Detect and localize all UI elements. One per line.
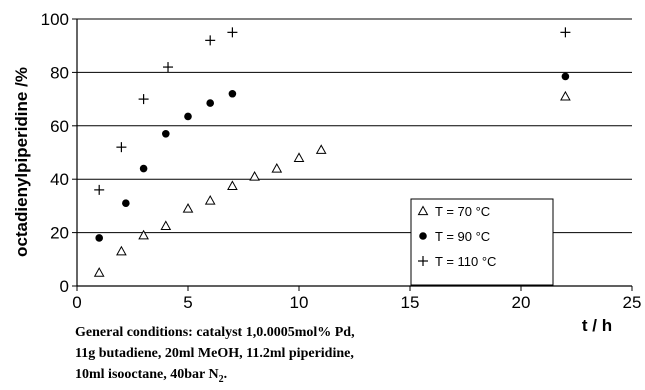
point-triangle-10 (315, 144, 327, 154)
point-plus-0 (94, 184, 105, 195)
legend-label-1: T = 90 °C (435, 229, 490, 244)
tick-labels: 0 20 40 60 80 100 0 5 10 15 20 25 (41, 10, 642, 312)
legend-marker-circle (419, 232, 427, 240)
point-triangle-1 (116, 245, 127, 256)
legend: T = 70 °C T = 90 °C T = 110 °C (410, 198, 554, 286)
caption-subscript: 2 (218, 373, 224, 385)
point-triangle-8 (271, 162, 283, 173)
x-tick-label-0: 0 (72, 293, 81, 312)
y-tick-label-80: 80 (50, 63, 69, 82)
point-triangle-7 (249, 171, 260, 181)
general-conditions-caption: General conditions: catalyst 1,0.0005mol… (75, 322, 405, 390)
point-plus-2 (138, 94, 149, 105)
point-circle-1 (122, 199, 130, 208)
x-tick-label-25: 25 (623, 293, 642, 312)
caption-line-3-text: 10ml isooctane, 40bar N (75, 367, 219, 382)
y-tick-label-40: 40 (50, 170, 69, 189)
point-plus-1 (116, 142, 127, 153)
data-points (93, 27, 571, 277)
x-axis-title: t / h (582, 316, 612, 335)
point-plus-6 (560, 27, 571, 38)
legend-marker-plus (418, 256, 428, 266)
point-circle-5 (206, 99, 214, 107)
y-tick-label-60: 60 (50, 117, 69, 136)
axes (72, 18, 633, 291)
point-triangle-11 (560, 90, 571, 101)
caption-suffix: . (223, 367, 228, 382)
point-circle-2 (139, 164, 148, 173)
y-tick-label-100: 100 (41, 10, 69, 29)
point-triangle-2 (138, 229, 149, 240)
y-axis-title: octadienylpiperidine /% (12, 67, 31, 257)
point-plus-5 (227, 27, 238, 38)
x-tick-label-20: 20 (512, 293, 531, 312)
point-circle-4 (184, 112, 192, 121)
legend-label-2: T = 110 °C (435, 254, 496, 269)
point-circle-3 (162, 130, 170, 138)
x-tick-label-5: 5 (183, 293, 192, 312)
caption-line-1: General conditions: catalyst 1,0.0005mol… (75, 325, 355, 340)
legend-label-0: T = 70 °C (435, 204, 490, 219)
point-triangle-3 (160, 220, 172, 231)
point-triangle-4 (182, 203, 194, 213)
y-tick-label-0: 0 (60, 277, 69, 296)
y-tick-label-20: 20 (50, 224, 69, 243)
x-tick-label-15: 15 (401, 293, 420, 312)
point-triangle-6 (227, 180, 238, 190)
point-circle-6 (228, 89, 237, 98)
caption-line-3: 10ml isooctane, 40bar N2. (75, 364, 405, 390)
point-circle-0 (95, 234, 103, 242)
legend-box (410, 198, 554, 286)
point-triangle-0 (93, 267, 105, 277)
point-plus-4 (205, 35, 216, 46)
legend-marker-triangle (417, 205, 429, 216)
x-tick-label-10: 10 (290, 293, 309, 312)
point-plus-3 (163, 62, 174, 73)
point-circle-7 (561, 72, 570, 81)
point-triangle-5 (204, 195, 216, 205)
caption-line-2: 11g butadiene, 20ml MeOH, 11.2ml piperid… (75, 346, 354, 361)
point-triangle-9 (293, 152, 305, 162)
